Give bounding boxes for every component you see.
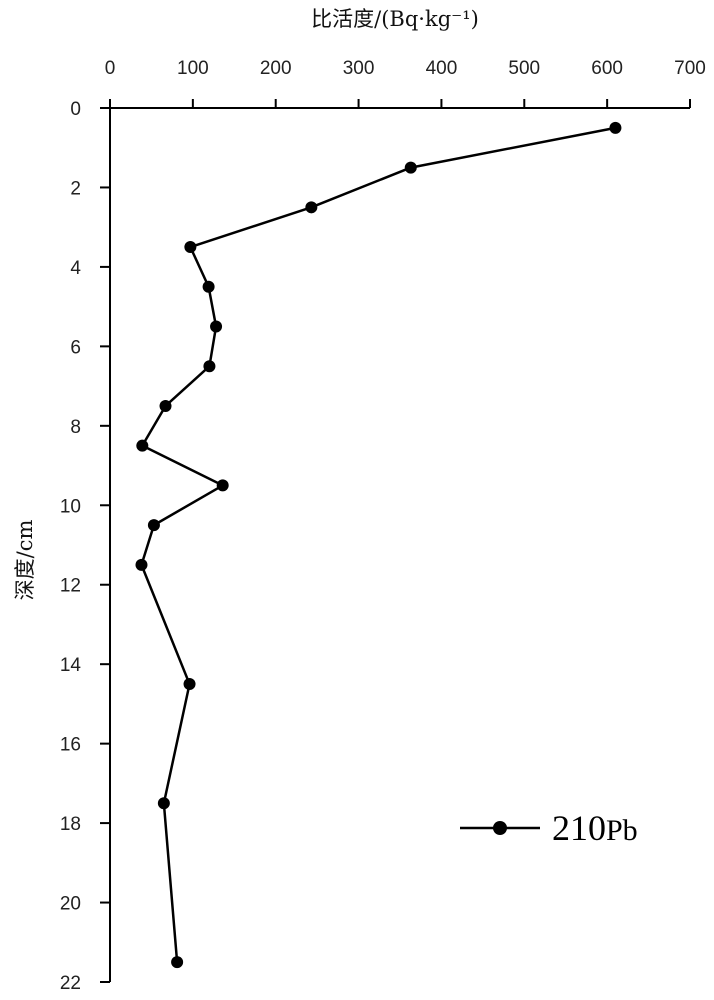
x-tick-label: 100	[177, 58, 209, 79]
data-point	[157, 797, 170, 810]
y-ticks: 0 2 4 6 8 10 12 14 16 18 20 22	[60, 99, 110, 994]
y-tick-label: 20	[60, 894, 81, 915]
x-tick-label: 200	[260, 58, 292, 79]
legend-label: 210Pb	[552, 808, 638, 848]
y-tick-label: 4	[70, 258, 81, 279]
series-layer	[135, 121, 622, 969]
x-axis-title: 比活度/(Bq·kg⁻¹)	[311, 7, 479, 31]
y-tick-label: 0	[70, 99, 81, 120]
data-point	[135, 558, 148, 571]
data-point	[202, 280, 215, 293]
y-tick-label: 8	[70, 417, 81, 438]
data-point	[609, 121, 622, 134]
data-point	[210, 320, 223, 333]
y-tick-label: 18	[60, 814, 81, 835]
legend: 210Pb	[460, 808, 638, 848]
x-tick-label: 600	[591, 58, 623, 79]
data-point	[305, 201, 318, 214]
data-point	[136, 439, 149, 452]
y-tick-label: 10	[60, 496, 81, 517]
y-tick-label: 16	[60, 735, 81, 756]
data-point	[147, 519, 160, 532]
y-tick-label: 12	[60, 576, 81, 597]
data-point	[216, 479, 229, 492]
axes: 0 100 200 300 400 500 600 700 0 2 4 6 8 10 12 14 16 18 20…	[60, 58, 706, 994]
data-point	[404, 161, 417, 174]
x-tick-label: 0	[105, 58, 116, 79]
y-tick-label: 22	[60, 973, 81, 994]
legend-marker	[493, 821, 507, 835]
legend-label-main: 210	[552, 808, 606, 848]
x-tick-label: 400	[426, 58, 458, 79]
y-tick-label: 2	[70, 178, 81, 199]
data-point	[203, 360, 216, 373]
x-ticks: 0 100 200 300 400 500 600 700	[105, 58, 706, 108]
series-line	[140, 126, 616, 963]
y-axis-title: 深度/cm	[13, 520, 37, 601]
y-tick-label: 14	[60, 655, 82, 676]
x-tick-label: 300	[343, 58, 375, 79]
y-tick-label: 6	[70, 337, 81, 358]
x-tick-label: 500	[508, 58, 540, 79]
data-point	[183, 678, 196, 691]
data-point	[184, 241, 197, 254]
data-point	[171, 956, 184, 969]
x-tick-label: 700	[674, 58, 706, 79]
legend-label-sub: Pb	[606, 814, 638, 847]
data-point	[159, 399, 172, 412]
